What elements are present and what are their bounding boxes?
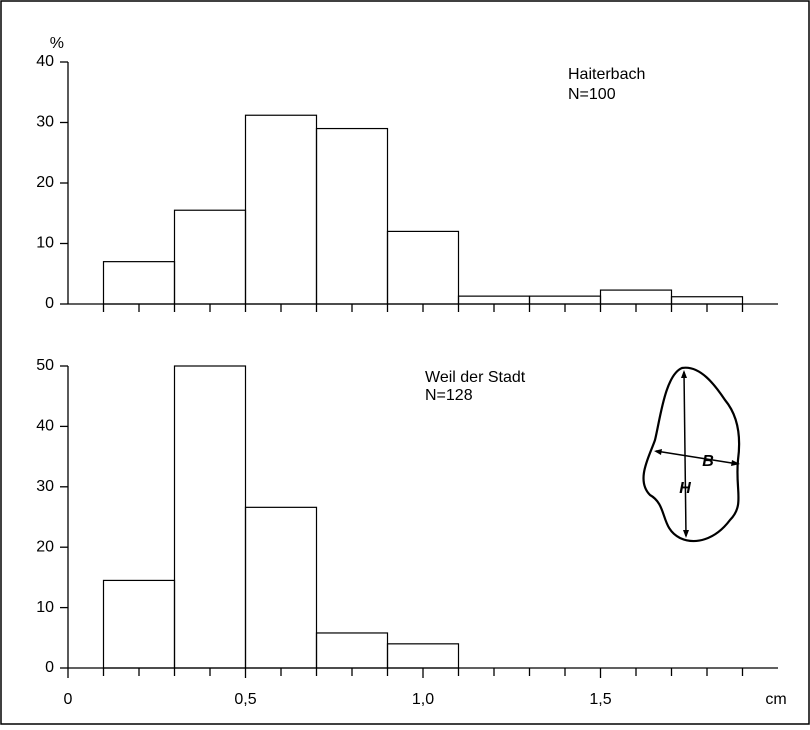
y-tick-label: 30 xyxy=(36,114,54,131)
x-tick-label: 1,5 xyxy=(589,691,611,708)
arrow-heads xyxy=(654,370,740,538)
pebble-outline xyxy=(642,366,741,543)
annotation: Weil der Stadt xyxy=(425,369,526,386)
y-tick-label: 40 xyxy=(36,53,54,70)
bar xyxy=(386,230,460,305)
bar xyxy=(102,261,176,305)
y-tick-label: 20 xyxy=(36,174,54,191)
x-tick-label: 1,0 xyxy=(412,691,434,708)
width-arrow xyxy=(655,450,739,465)
bar xyxy=(244,506,318,669)
bar xyxy=(670,296,744,305)
bar xyxy=(315,632,389,669)
y-tick-label: 30 xyxy=(36,478,54,495)
bar xyxy=(173,365,247,669)
x-axis-label: cm xyxy=(765,691,786,708)
y-axis-label: % xyxy=(50,35,64,52)
y-tick-label: 20 xyxy=(36,538,54,555)
pebble-inset xyxy=(642,366,741,543)
x-tick-label: 0,5 xyxy=(234,691,256,708)
bar xyxy=(315,127,389,305)
y-tick-label: 0 xyxy=(45,295,54,312)
bar xyxy=(386,643,460,669)
inset-label: H xyxy=(679,480,691,497)
bar xyxy=(599,289,673,305)
inset-label: B xyxy=(702,453,714,470)
x-tick-label: 0 xyxy=(64,691,73,708)
height-arrow xyxy=(683,371,687,537)
y-tick-label: 40 xyxy=(36,418,54,435)
y-tick-label: 0 xyxy=(45,659,54,676)
annotation: N=100 xyxy=(568,86,616,103)
y-tick-label: 10 xyxy=(36,235,54,252)
bar xyxy=(528,295,602,305)
y-tick-label: 50 xyxy=(36,357,54,374)
bar xyxy=(244,114,318,305)
annotation: Haiterbach xyxy=(568,66,645,83)
y-tick-label: 10 xyxy=(36,599,54,616)
annotation: N=128 xyxy=(425,387,473,404)
bar xyxy=(173,209,247,305)
bar xyxy=(457,295,531,305)
bar xyxy=(102,579,176,669)
